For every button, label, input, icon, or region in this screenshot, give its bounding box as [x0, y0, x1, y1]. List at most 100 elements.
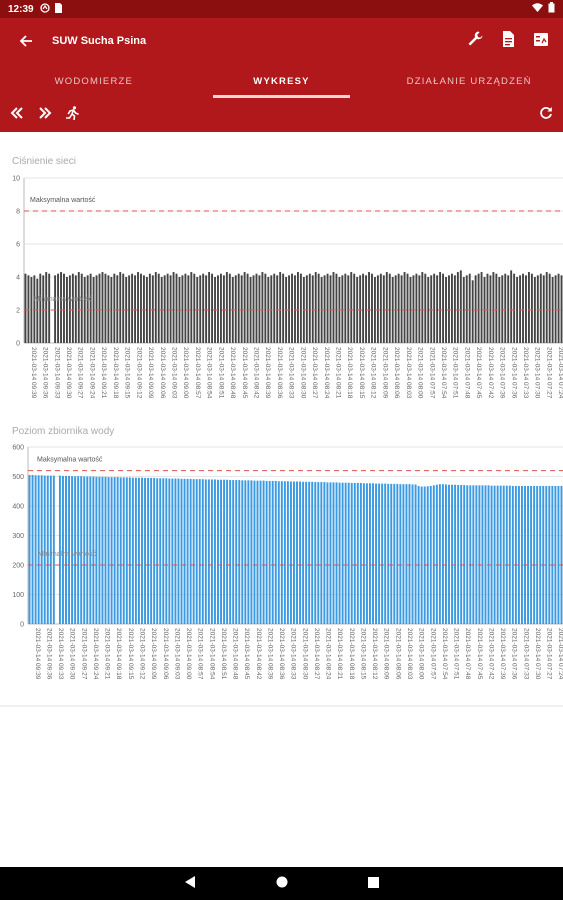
bar — [65, 475, 67, 624]
min-limit-label: Minimalna wartość — [38, 551, 96, 558]
bar — [454, 484, 457, 624]
bar — [320, 482, 323, 624]
x-tick-label: 2021-03-14 08:12 — [370, 347, 377, 399]
min-limit-label: Minimalna wartość — [34, 296, 92, 303]
document-button[interactable] — [502, 30, 515, 52]
bar — [273, 273, 276, 343]
x-tick-label: 2021-03-14 07:39 — [499, 628, 506, 680]
bar — [471, 280, 474, 343]
bar — [37, 475, 40, 624]
bar — [253, 480, 256, 624]
bar — [359, 482, 362, 624]
x-tick-label: 2021-03-14 07:54 — [441, 628, 448, 680]
x-tick-label: 2021-03-14 08:09 — [383, 628, 390, 680]
bar — [371, 273, 373, 343]
bar — [511, 485, 514, 624]
x-tick-label: 2021-03-14 07:57 — [428, 347, 435, 399]
bar — [33, 275, 36, 343]
nav-home-button[interactable] — [276, 875, 288, 893]
x-tick-label: 2021-03-14 09:36 — [45, 628, 52, 680]
x-tick-label: 2021-03-14 09:33 — [53, 347, 60, 399]
x-tick-label: 2021-03-14 07:48 — [463, 347, 470, 399]
bar — [80, 273, 83, 343]
bar — [172, 272, 175, 343]
bar — [530, 273, 533, 343]
max-limit-label: Maksymalna wartość — [37, 457, 103, 464]
x-tick-label: 2021-03-14 08:27 — [311, 347, 318, 399]
bar — [174, 478, 177, 624]
tab-wodomierze[interactable]: WODOMIERZE — [0, 64, 188, 98]
bar — [259, 480, 262, 624]
bar — [31, 475, 34, 624]
sim-card-icon — [54, 2, 62, 16]
bar — [49, 475, 52, 624]
x-tick-label: 2021-03-14 08:15 — [359, 628, 366, 680]
x-tick-label: 2021-03-14 07:36 — [510, 347, 517, 399]
bar — [317, 273, 320, 343]
bar — [280, 481, 283, 624]
x-tick-label: 2021-03-14 08:30 — [301, 628, 308, 680]
report-button[interactable] — [533, 31, 549, 52]
bar — [353, 273, 356, 343]
bar — [228, 273, 231, 343]
bar — [448, 275, 450, 343]
bar — [148, 273, 151, 343]
bar — [362, 273, 365, 343]
x-tick-label: 2021-03-14 08:33 — [290, 628, 297, 680]
bar — [95, 476, 98, 624]
back-button[interactable] — [0, 34, 52, 48]
x-tick-label: 2021-03-14 08:24 — [323, 347, 330, 399]
bar — [557, 485, 560, 624]
bar — [375, 483, 378, 624]
bar — [353, 482, 356, 624]
bar — [241, 480, 244, 624]
bar — [199, 275, 202, 343]
bar — [402, 484, 405, 624]
bar — [180, 478, 183, 624]
bar — [478, 485, 481, 624]
bar — [137, 477, 140, 624]
bar — [150, 477, 153, 624]
bar — [255, 273, 258, 343]
bar — [356, 482, 359, 624]
bar — [77, 272, 80, 343]
max-limit-label: Maksymalna wartość — [30, 197, 96, 204]
rewind-button[interactable] — [10, 106, 24, 124]
bar — [450, 273, 453, 343]
tab-dzialanie-urzadzen[interactable]: DZIAŁANIE URZĄDZEŃ — [375, 64, 563, 98]
bar — [237, 273, 240, 343]
x-tick-label: 2021-03-14 07:42 — [487, 347, 494, 399]
x-tick-label: 2021-03-14 07:57 — [429, 628, 436, 680]
x-tick-label: 2021-03-14 09:15 — [124, 347, 131, 399]
bar — [98, 273, 101, 343]
bar — [445, 277, 447, 343]
bar — [439, 272, 442, 343]
bar — [359, 275, 362, 343]
bar — [252, 275, 255, 343]
settings-wrench-button[interactable] — [467, 30, 484, 52]
live-run-button[interactable] — [65, 105, 79, 125]
bar — [289, 481, 292, 624]
square-recents-icon — [367, 876, 379, 888]
bar — [40, 475, 43, 624]
tab-wykresy[interactable]: WYKRESY — [188, 64, 376, 98]
bar — [299, 481, 302, 624]
status-bar: 12:39 — [0, 0, 563, 18]
x-tick-label: 2021-03-14 08:18 — [346, 347, 353, 399]
bar — [517, 485, 520, 624]
bar — [217, 275, 219, 343]
bar — [153, 477, 156, 624]
status-time: 12:39 — [8, 3, 34, 15]
nav-back-button[interactable] — [184, 875, 196, 893]
forward-button[interactable] — [38, 106, 52, 124]
refresh-button[interactable] — [539, 106, 553, 124]
y-tick-label: 8 — [16, 209, 20, 216]
x-tick-label: 2021-03-14 08:36 — [278, 628, 285, 680]
bar — [181, 275, 184, 343]
bar — [453, 275, 456, 343]
bar — [86, 275, 89, 343]
nav-recents-button[interactable] — [367, 875, 379, 893]
bar — [405, 484, 408, 624]
x-tick-label: 2021-03-14 09:15 — [127, 628, 134, 680]
bar — [441, 484, 444, 624]
